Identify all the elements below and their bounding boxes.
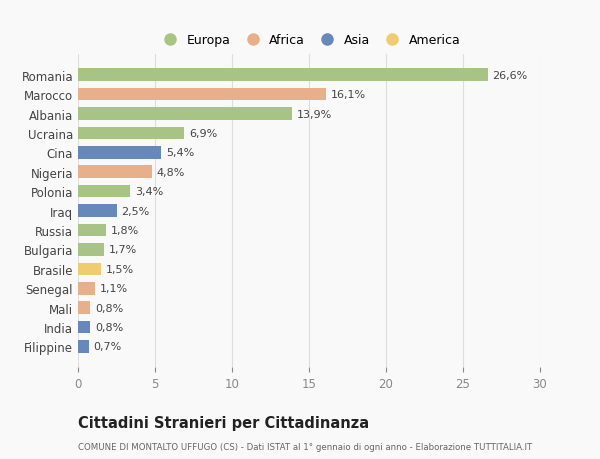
Bar — [78, 166, 152, 179]
Text: 1,8%: 1,8% — [110, 225, 139, 235]
Text: 5,4%: 5,4% — [166, 148, 194, 158]
Bar — [78, 127, 184, 140]
Text: Cittadini Stranieri per Cittadinanza: Cittadini Stranieri per Cittadinanza — [78, 415, 369, 431]
Bar — [78, 282, 95, 295]
Text: 0,8%: 0,8% — [95, 303, 123, 313]
Bar — [78, 205, 116, 218]
Bar — [78, 224, 106, 237]
Bar — [78, 185, 130, 198]
Bar — [78, 321, 91, 334]
Text: 0,7%: 0,7% — [94, 342, 122, 352]
Text: 2,5%: 2,5% — [121, 206, 149, 216]
Bar — [78, 341, 89, 353]
Text: 4,8%: 4,8% — [157, 168, 185, 177]
Text: 16,1%: 16,1% — [331, 90, 365, 100]
Text: 1,7%: 1,7% — [109, 245, 137, 255]
Bar — [78, 302, 91, 314]
Bar — [78, 263, 101, 275]
Bar — [78, 69, 488, 82]
Bar — [78, 244, 104, 256]
Text: COMUNE DI MONTALTO UFFUGO (CS) - Dati ISTAT al 1° gennaio di ogni anno - Elabora: COMUNE DI MONTALTO UFFUGO (CS) - Dati IS… — [78, 442, 532, 451]
Text: 3,4%: 3,4% — [135, 187, 163, 197]
Bar — [78, 89, 326, 101]
Bar — [78, 108, 292, 121]
Text: 1,1%: 1,1% — [100, 284, 128, 294]
Text: 1,5%: 1,5% — [106, 264, 134, 274]
Legend: Europa, Africa, Asia, America: Europa, Africa, Asia, America — [154, 30, 464, 50]
Text: 13,9%: 13,9% — [296, 109, 332, 119]
Bar — [78, 147, 161, 159]
Text: 26,6%: 26,6% — [492, 71, 527, 80]
Text: 0,8%: 0,8% — [95, 322, 123, 332]
Text: 6,9%: 6,9% — [189, 129, 217, 139]
